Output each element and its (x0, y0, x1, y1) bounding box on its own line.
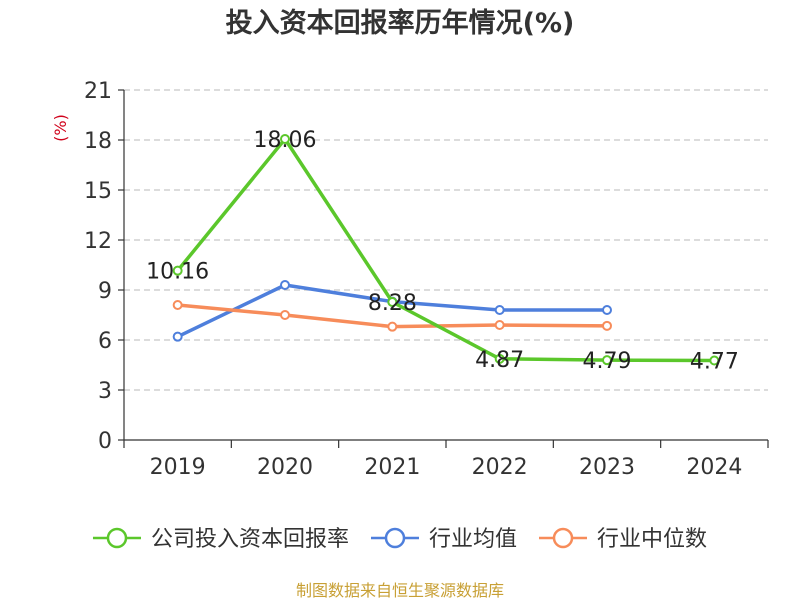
data-point[interactable] (494, 305, 505, 315)
data-labels: 10.16 18.06 8.28 4.87 4.79 4.77 (146, 128, 739, 375)
data-point[interactable] (172, 265, 183, 276)
legend[interactable]: 公司投入资本回报率 行业均值 行业中位数 (92, 527, 707, 552)
legend-item-0[interactable]: 公司投入资本回报率 (92, 527, 349, 552)
data-label: 4.77 (690, 350, 739, 375)
data-point[interactable] (172, 300, 183, 310)
y-tick-label: 6 (98, 329, 112, 354)
data-point[interactable] (172, 331, 183, 342)
y-tick-label: 12 (84, 229, 112, 254)
axes: 0 3 6 9 12 15 18 21 2019 2020 2021 2022 2023 2024 (84, 79, 769, 480)
data-point[interactable] (494, 353, 505, 364)
chart-title: 投入资本回报率历年情况(%) (226, 7, 575, 39)
data-label: 10.16 (146, 260, 209, 285)
legend-label: 行业中位数 (597, 527, 707, 552)
data-point[interactable] (602, 320, 612, 331)
x-tick-label: 2020 (257, 455, 313, 480)
y-tick-label: 21 (84, 79, 112, 104)
data-label: 4.87 (475, 348, 524, 373)
data-point[interactable] (494, 320, 505, 330)
data-point[interactable] (280, 134, 290, 144)
legend-marker-icon (552, 527, 574, 549)
legend-marker-icon (384, 527, 406, 549)
data-point[interactable] (387, 321, 398, 332)
data-series (172, 134, 720, 366)
data-point[interactable] (602, 305, 612, 315)
data-label: 4.79 (583, 349, 632, 374)
x-tick-label: 2022 (472, 455, 528, 480)
y-tick-label: 9 (98, 279, 112, 304)
legend-item-2[interactable]: 行业中位数 (539, 527, 707, 552)
y-axis-unit-label: (%) (51, 114, 70, 142)
x-tick-label: 2023 (579, 455, 635, 480)
data-point[interactable] (387, 297, 398, 307)
data-label: 18.06 (254, 128, 317, 153)
x-tick-label: 2024 (686, 455, 742, 480)
series-line (175, 137, 717, 363)
series-0 (172, 134, 720, 366)
y-tick-label: 15 (84, 179, 112, 204)
y-tick-label: 18 (84, 129, 112, 154)
data-label: 8.28 (368, 291, 417, 316)
data-point[interactable] (280, 280, 290, 290)
x-tick-label: 2021 (364, 455, 420, 480)
legend-item-1[interactable]: 行业均值 (370, 527, 517, 552)
x-tick-label: 2019 (150, 455, 206, 480)
y-tick-label: 3 (98, 379, 112, 404)
legend-label: 公司投入资本回报率 (151, 527, 349, 552)
data-point[interactable] (602, 355, 612, 366)
y-tick-label: 0 (98, 429, 112, 454)
source-note: 制图数据来自恒生聚源数据库 (296, 581, 504, 600)
data-point[interactable] (709, 355, 720, 366)
legend-marker-icon (106, 527, 128, 549)
series-2 (172, 300, 612, 332)
legend-label: 行业均值 (429, 527, 517, 552)
grid-lines (124, 89, 768, 391)
data-point[interactable] (280, 310, 290, 320)
